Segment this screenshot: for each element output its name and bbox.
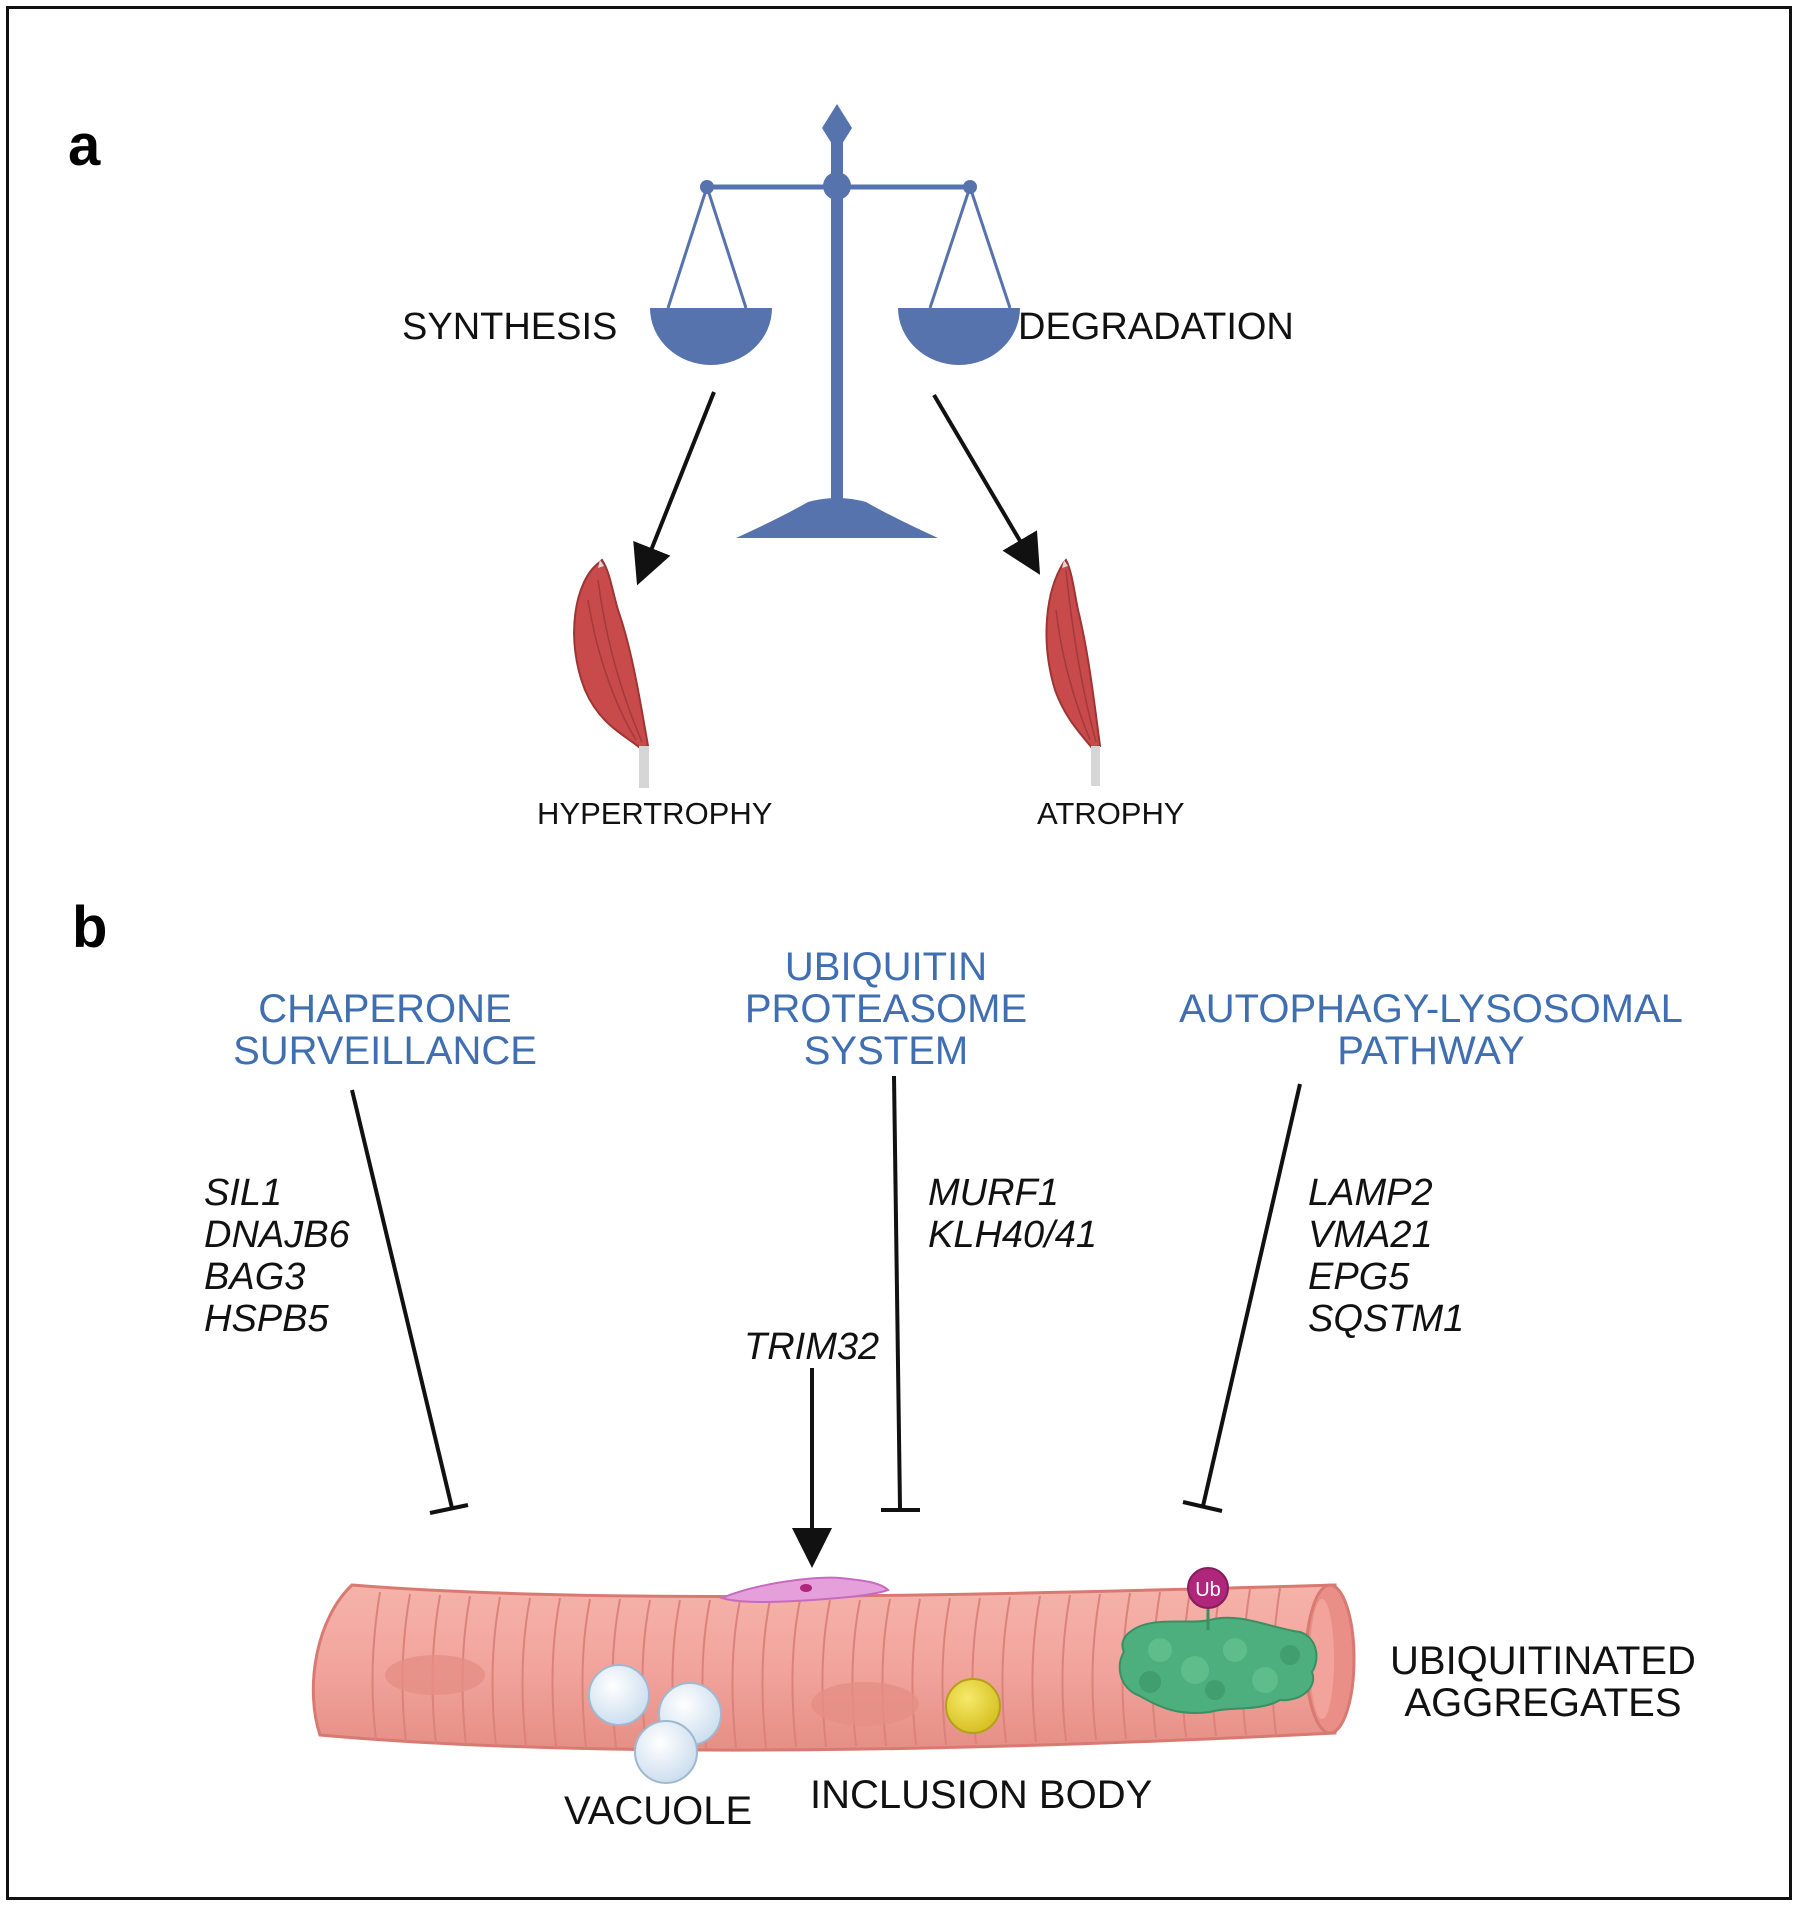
gene-item: VMA21 [1308,1214,1433,1256]
atrophy-label: ATROPHY [1037,796,1185,831]
panel-label-b: b [72,895,108,960]
autophagy-gene-list: LAMP2 VMA21 EPG5 SQSTM1 [1308,1172,1464,1340]
left-pan [650,308,772,365]
autophagy-title: AUTOPHAGY-LYSOSOMAL PATHWAY [1179,987,1683,1073]
ubiquitin-tag: Ub [1187,1567,1229,1609]
autophagy-inhibition [1182,1083,1302,1513]
gene-item: SQSTM1 [1308,1298,1465,1340]
right-pan [898,308,1020,365]
vacuole-label: VACUOLE [564,1789,753,1833]
gene-item: DNAJB6 [204,1214,350,1256]
gene-item: BAG3 [204,1256,306,1298]
inclusion-body-label: INCLUSION BODY [810,1773,1153,1817]
scale-post [831,128,843,508]
muscle-fiber [311,1583,1356,1752]
synthesis-label: SYNTHESIS [402,306,618,348]
ubiquitinated-aggregate [1118,1606,1318,1714]
ub-label: Ub [1195,1579,1221,1601]
ubiquitinated-aggregates-label: UBIQUITINATED AGGREGATES [1390,1639,1696,1725]
inclusion-body [945,1678,1001,1734]
vacuole-cluster [588,1664,722,1784]
degradation-label: DEGRADATION [1018,306,1294,348]
gene-item: EPG5 [1308,1256,1410,1298]
panel-label-a: a [68,113,101,178]
muscle-icon-hypertrophy [573,558,650,788]
ups-inhibition [881,1075,920,1512]
chaperone-gene-list: SIL1 DNAJB6 BAG3 HSPB5 [204,1172,350,1340]
balance-scale [650,104,1020,538]
scale-base [736,498,938,538]
gene-item: MURF1 [928,1172,1059,1214]
ups-title: UBIQUITIN PROTEASOME SYSTEM [744,945,1028,1073]
gene-item: SIL1 [204,1172,283,1214]
hypertrophy-label: HYPERTROPHY [537,796,773,831]
arrow-to-hypertrophy [633,391,716,586]
scale-pivot [823,172,851,200]
gene-item: KLH40/41 [928,1214,1098,1256]
arrow-to-atrophy [932,393,1041,575]
chaperone-title: CHAPERONE SURVEILLANCE [233,987,537,1073]
gene-item: LAMP2 [1308,1172,1433,1214]
trim32-label: TRIM32 [742,1326,882,1368]
ups-gene-list: MURF1 KLH40/41 [928,1172,1097,1256]
muscle-icon-atrophy [1045,558,1102,786]
gene-item: HSPB5 [204,1298,329,1340]
satellite-cell [719,1576,890,1603]
chaperone-inhibition [350,1089,469,1515]
figure-frame [6,6,1792,1900]
